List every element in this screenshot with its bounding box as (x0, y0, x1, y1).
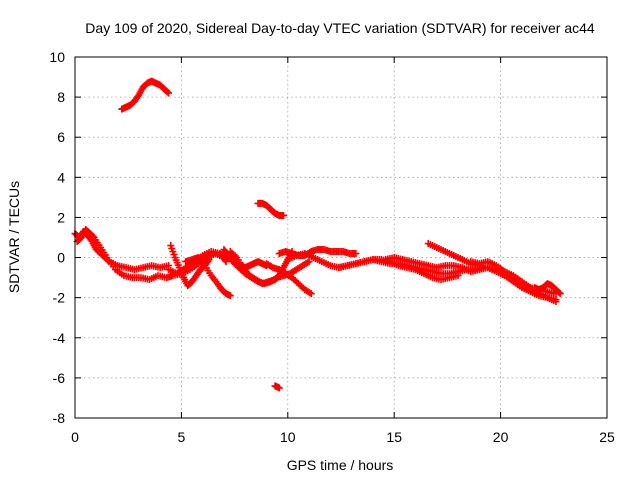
y-tick-label: 4 (57, 169, 65, 185)
x-tick-label: 15 (386, 429, 402, 445)
y-tick-label: 8 (57, 89, 65, 105)
x-axis-title: GPS time / hours (287, 457, 394, 473)
data-point (204, 257, 212, 265)
series-track-d (165, 248, 230, 278)
x-tick-label: 25 (599, 429, 615, 445)
x-tick-label: 10 (280, 429, 296, 445)
data-point (280, 211, 288, 219)
y-axis-title: SDTVAR / TECUs (6, 181, 22, 293)
series-track-c (167, 242, 213, 290)
y-tick-label: -4 (53, 330, 66, 346)
y-tick-label: -8 (53, 410, 66, 426)
data-point (89, 232, 97, 240)
y-tick-label: -6 (53, 370, 66, 386)
grid-lines (75, 57, 607, 418)
y-tick-label: -2 (53, 290, 66, 306)
y-tick-label: 10 (49, 49, 65, 65)
data-point (552, 298, 560, 306)
series-track-e (182, 254, 234, 300)
data-point (352, 250, 360, 258)
data-point (305, 258, 313, 266)
x-tick-label: 20 (493, 429, 509, 445)
data-points (71, 77, 564, 392)
data-point (165, 89, 173, 97)
series-arc-mid (254, 199, 288, 219)
data-point (164, 88, 172, 96)
data-point (555, 289, 563, 297)
y-tick-label: 6 (57, 129, 65, 145)
series-arc-high (118, 77, 173, 113)
series-track-a (71, 227, 173, 274)
data-point (275, 384, 283, 392)
data-point (222, 258, 230, 266)
y-tick-label: 2 (57, 209, 65, 225)
series-track-i (263, 260, 315, 298)
axis-ticks: 0 5 10 15 20 25 -8 -6 -4 -2 0 2 4 6 8 10 (49, 49, 615, 445)
data-point (556, 290, 564, 298)
plot-frame (74, 56, 608, 419)
chart-title: Day 109 of 2020, Sidereal Day-to-day VTE… (85, 20, 595, 36)
x-tick-label: 0 (71, 429, 79, 445)
data-point (205, 256, 213, 264)
data-point (226, 292, 234, 300)
data-point (134, 93, 142, 101)
series-track-p (531, 280, 564, 298)
x-tick-label: 5 (178, 429, 186, 445)
series-isolated-low (271, 382, 283, 392)
y-tick-label: 0 (57, 250, 65, 266)
data-point (307, 290, 315, 298)
